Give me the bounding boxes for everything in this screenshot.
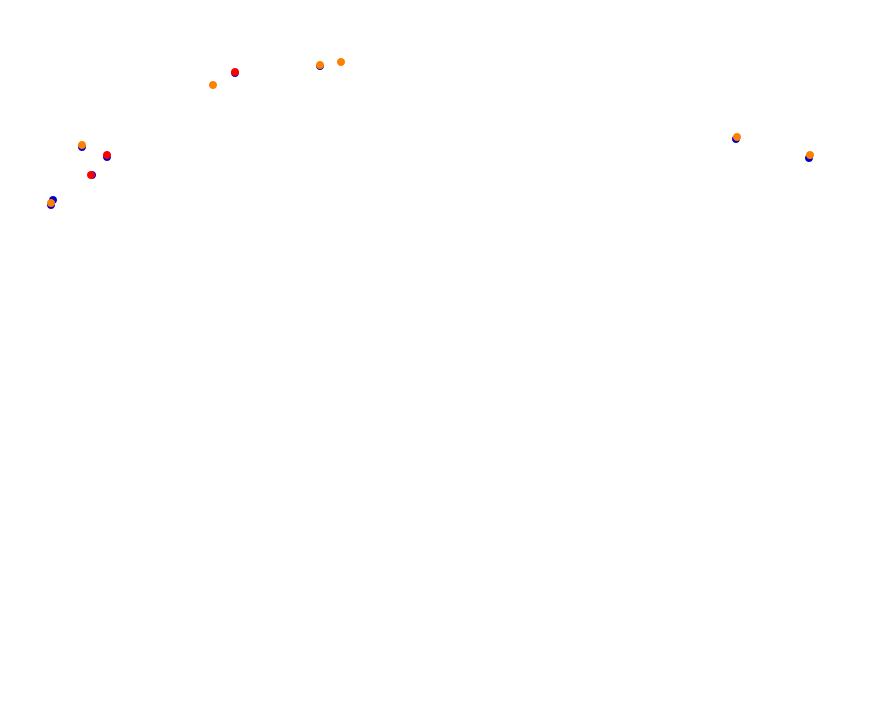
data-point — [806, 151, 814, 159]
series-0 — [47, 62, 813, 209]
data-point — [733, 133, 741, 141]
series-2 — [47, 58, 814, 207]
data-point — [316, 61, 324, 69]
data-point — [209, 81, 217, 89]
data-point — [47, 199, 55, 207]
data-point — [78, 141, 86, 149]
data-point — [103, 151, 111, 159]
series-1 — [87, 68, 239, 179]
points-layer — [47, 58, 814, 209]
data-point — [231, 68, 239, 76]
data-point — [87, 171, 95, 179]
data-point — [337, 58, 345, 66]
